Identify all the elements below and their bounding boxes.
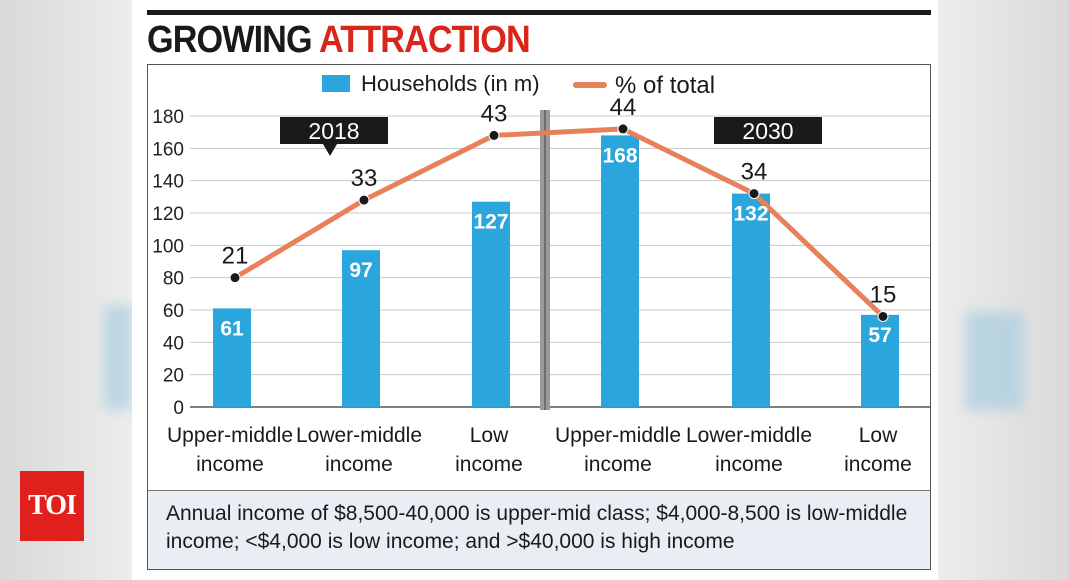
footnote: Annual income of $8,500-40,000 is upper-…: [148, 490, 930, 569]
period-divider-line: [544, 110, 546, 410]
x-category-label: income: [455, 453, 523, 476]
period-tag-pointer: [323, 144, 337, 156]
x-category-label: income: [196, 453, 264, 476]
y-tick-label: 140: [152, 172, 184, 193]
period-tag-label: 2018: [308, 118, 359, 144]
headline: GROWING ATTRACTION: [147, 18, 531, 62]
x-category-label: Lower-middle: [296, 424, 422, 447]
headline-part2: ATTRACTION: [319, 19, 531, 61]
x-category-label: Upper-middle: [555, 424, 681, 447]
bar: [213, 308, 251, 407]
bars: [213, 135, 899, 407]
data-labels: 61 97 127 168 132 57 21 33 43 44 34 15: [220, 94, 896, 347]
period-tag-box: [714, 117, 822, 144]
percent-point: [229, 272, 241, 284]
bar: [472, 201, 510, 407]
percent-line-path: [232, 126, 886, 319]
percent-point: [358, 194, 370, 206]
y-tick-label: 20: [163, 366, 184, 387]
x-category-label: income: [325, 453, 393, 476]
x-category-label: Low: [859, 424, 898, 447]
bar-value-label: 127: [473, 211, 508, 234]
y-tick-label: 160: [152, 139, 184, 160]
bar: [861, 314, 899, 407]
percent-point: [877, 310, 889, 322]
toi-logo: TOI: [20, 471, 84, 541]
x-category-label: income: [844, 453, 912, 476]
percent-value-label: 33: [351, 165, 378, 192]
x-category-label: income: [715, 453, 783, 476]
headline-part1: GROWING: [147, 19, 313, 61]
x-category-label: income: [584, 453, 652, 476]
background-blur-bar-left: [104, 305, 132, 410]
percent-value-label: 15: [870, 281, 897, 308]
legend-households-label: Households (in m): [361, 71, 540, 96]
bar-value-label: 61: [220, 317, 244, 340]
period-labels: 2018 2030: [280, 117, 822, 156]
bar-value-label: 57: [868, 324, 891, 347]
y-tick-label: 80: [163, 269, 184, 290]
top-rule: [147, 10, 931, 15]
x-axis-labels: Upper-middle income Lower-middle income Low i…: [167, 424, 912, 476]
y-tick-label: 100: [152, 236, 184, 257]
bar-value-label: 168: [602, 144, 637, 167]
percent-point: [748, 188, 760, 200]
y-tick-label: 0: [173, 398, 184, 419]
x-category-label: Low: [470, 424, 509, 447]
legend: Households (in m) % of total: [322, 71, 715, 99]
grid-lines: [190, 115, 930, 408]
background-blur-bar-right: [965, 312, 1023, 410]
bar: [601, 135, 639, 407]
percent-value-label: 34: [741, 159, 768, 186]
percent-line: [229, 123, 889, 322]
x-category-label: Lower-middle: [686, 424, 812, 447]
bar: [342, 250, 380, 407]
period-tag-label: 2030: [742, 118, 793, 144]
percent-value-label: 44: [610, 94, 637, 121]
bar: [732, 193, 770, 407]
y-tick-label: 40: [163, 333, 184, 354]
percent-point: [488, 129, 500, 141]
y-tick-label: 120: [152, 204, 184, 225]
period-tag-box: [280, 117, 388, 144]
bar-value-label: 132: [733, 203, 768, 226]
y-axis-ticks: 0 20 40 60 80 100 120 140 160 180: [152, 107, 184, 419]
percent-value-label: 21: [222, 243, 249, 270]
percent-point: [617, 123, 629, 135]
y-tick-label: 60: [163, 301, 184, 322]
x-category-label: Upper-middle: [167, 424, 293, 447]
legend-households-swatch: [322, 75, 350, 92]
bar-value-label: 97: [349, 259, 372, 282]
percent-value-label: 43: [481, 100, 508, 127]
legend-percent-label: % of total: [615, 72, 715, 99]
period-divider: [540, 110, 550, 410]
y-tick-label: 180: [152, 107, 184, 128]
